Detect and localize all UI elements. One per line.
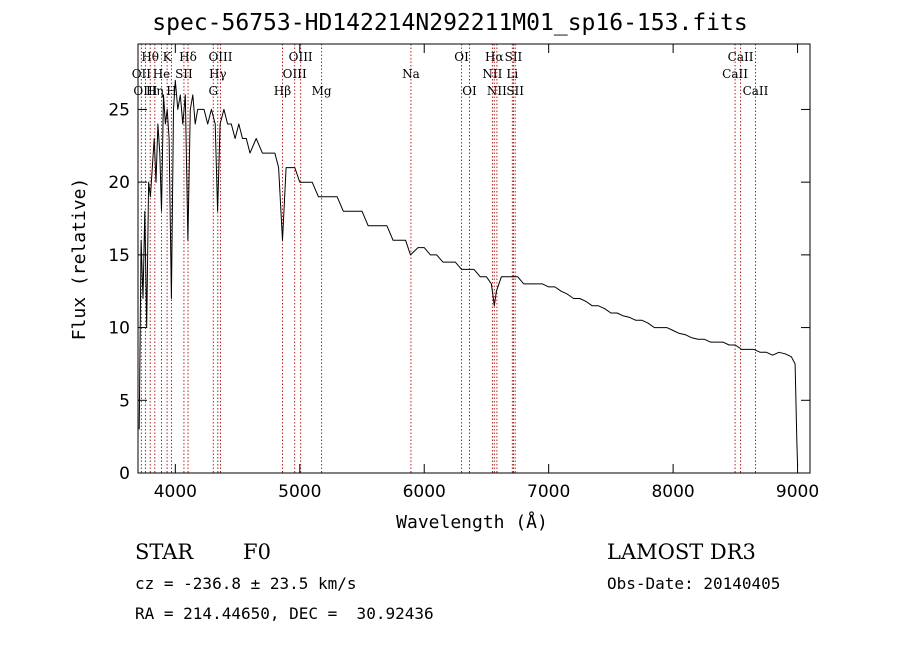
marker-label-8: H — [166, 84, 176, 98]
marker-label-26: CaII — [722, 67, 748, 81]
x-axis-label: Wavelength (Å) — [396, 511, 548, 533]
marker-label-17: OI — [454, 50, 469, 64]
marker-label-14: Hβ — [274, 84, 291, 98]
marker-label-5: Hη — [146, 84, 164, 98]
marker-label-0: Hθ — [141, 50, 159, 64]
y-tick-label-3: 15 — [108, 246, 130, 266]
subclass: F0 — [243, 540, 271, 564]
spectrum-line-0 — [138, 79, 799, 466]
y-tick-label-2: 10 — [108, 319, 130, 339]
y-axis-label: Flux (relative) — [69, 178, 90, 341]
marker-label-22: SII — [505, 50, 523, 64]
obs-date: Obs-Date: 20140405 — [607, 574, 781, 593]
marker-label-25: CaII — [728, 50, 754, 64]
marker-label-23: Li — [506, 67, 518, 81]
chart-title: spec-56753-HD142214N292211M01_sp16-153.f… — [152, 10, 748, 36]
x-tick-label-0: 4000 — [154, 482, 197, 502]
velocity-readout: cz = -236.8 ± 23.5 km/s — [135, 574, 357, 593]
y-tick-label-0: 0 — [119, 464, 130, 484]
marker-label-9: OIII — [208, 50, 232, 64]
marker-label-21: NII — [487, 84, 507, 98]
x-tick-label-4: 8000 — [651, 482, 694, 502]
marker-label-2: OIII — [133, 84, 157, 98]
marker-label-12: OIII — [289, 50, 313, 64]
marker-label-13: OIII — [283, 67, 307, 81]
coordinates: RA = 214.44650, DEC = 30.92436 — [135, 604, 434, 623]
marker-label-10: Hγ — [209, 67, 227, 81]
axes-ticks: 4000 5000 6000 7000 8000 9000 0 5 10 15 20 25 — [108, 44, 819, 502]
y-tick-label-5: 25 — [108, 100, 130, 120]
survey-name: LAMOST DR3 — [607, 540, 756, 564]
marker-label-3: K — [163, 50, 173, 64]
marker-label-19: Hα — [485, 50, 504, 64]
x-tick-label-1: 5000 — [278, 482, 321, 502]
spectrum-series — [138, 79, 799, 466]
marker-label-7: SII — [175, 67, 193, 81]
marker-label-15: Mg — [312, 84, 332, 98]
marker-label-4: He — [153, 67, 171, 81]
marker-labels: Hθ OII OIII K He Hη Hδ SII H OIII Hγ G OIII OIII Hβ Mg N… — [132, 50, 769, 98]
spectral-line-markers — [140, 44, 756, 473]
marker-label-1: OII — [132, 67, 152, 81]
plot-frame — [137, 43, 811, 474]
marker-label-20: NII — [482, 67, 502, 81]
object-class: STAR — [135, 540, 194, 564]
marker-label-18: OI — [462, 84, 477, 98]
x-tick-label-3: 7000 — [527, 482, 570, 502]
marker-label-27: CaII — [743, 84, 769, 98]
x-tick-label-5: 9000 — [776, 482, 819, 502]
y-tick-label-1: 5 — [119, 391, 130, 411]
marker-label-11: G — [208, 84, 218, 98]
x-tick-label-2: 6000 — [403, 482, 446, 502]
marker-label-24: SII — [506, 84, 524, 98]
y-tick-label-4: 20 — [108, 173, 130, 193]
marker-label-6: Hδ — [179, 50, 197, 64]
marker-label-16: Na — [402, 67, 420, 81]
